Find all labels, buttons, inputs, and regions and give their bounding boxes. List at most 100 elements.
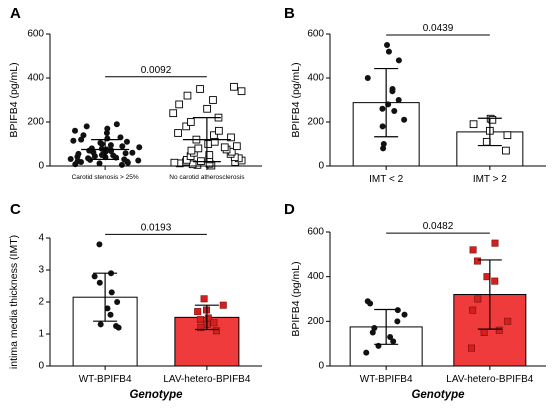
data-point [227,133,235,142]
data-point [209,96,217,104]
data-point [96,279,103,286]
y-tick-label: 4 [38,233,44,244]
data-point [70,137,77,144]
y-tick-label: 400 [307,73,324,84]
data-point [237,87,246,96]
category-label: LAV-hetero-BPIFB4 [446,374,534,385]
data-point [391,108,398,114]
data-point [495,326,503,334]
data-point [97,139,104,146]
data-point [117,134,124,141]
data-point [107,311,114,318]
data-point [72,127,79,134]
data-point [187,146,196,155]
data-point [91,273,98,280]
data-point [122,150,129,157]
panel-a: A BPIFB4 (pg/mL) 0 200 400 600 Carotid stenosi… [8,5,262,181]
data-point [67,155,74,162]
category-label: IMT < 2 [369,174,403,185]
data-point [80,132,87,139]
panel-letter: C [10,201,21,218]
y-tick-label: 200 [307,316,324,327]
y-tick-label: 600 [307,29,324,40]
data-point [183,91,192,100]
data-point [170,158,179,167]
data-point [114,299,121,305]
data-point [74,158,81,165]
data-point [364,75,371,81]
data-point [491,277,499,285]
data-point [135,157,142,164]
data-point [380,145,387,152]
data-point [401,116,408,123]
data-point [210,131,218,140]
category-label: WT-BPIFB4 [79,374,132,385]
panel-b: B BPIFB4 (pg/mL) 0 200 400 600 IMT < 2 IMT > 2 0… [284,5,546,185]
data-point [113,121,120,128]
y-tick-label: 600 [307,227,324,238]
p-value-label: 0.0439 [423,23,454,34]
data-point [367,300,374,307]
data-point [196,316,204,324]
x-axis-label: Genotype [411,389,465,401]
data-point [395,97,402,103]
data-point [136,144,143,151]
data-point [108,289,115,296]
data-point [474,295,482,303]
data-point [174,129,182,137]
data-point [488,115,497,124]
data-point [118,161,125,168]
data-point [186,118,195,126]
y-tick-label: 0 [38,161,44,172]
data-point [175,100,184,109]
y-tick-label: 2 [38,297,44,308]
data-point [182,122,191,131]
data-point [390,338,397,345]
data-point [85,155,92,162]
data-point [504,317,512,325]
data-point [469,246,477,254]
y-tick-label: 0 [38,361,44,372]
y-tick-label: 200 [27,117,44,128]
data-point [469,306,477,314]
data-point [379,105,386,112]
data-point [123,138,130,145]
data-point [502,146,510,155]
data-point [482,137,491,146]
data-point [210,319,218,327]
y-tick-label: 0 [318,161,324,172]
data-point [204,140,213,148]
data-point [401,311,408,318]
data-point [380,141,387,147]
x-axis-label: Genotype [129,389,183,401]
data-point [385,48,392,55]
data-point [369,329,376,336]
data-point [104,125,111,132]
data-point [491,239,499,247]
data-point [473,257,481,265]
data-point [83,123,90,130]
data-point [75,150,82,157]
data-point [395,57,402,64]
data-point [230,82,238,91]
data-point [363,349,370,356]
data-point [194,144,203,153]
panel-letter: A [10,5,21,22]
y-tick-label: 3 [38,265,44,276]
p-value-label: 0.0482 [423,221,454,232]
data-point [394,318,401,325]
category-label: No carotid atherosclerosis [169,174,245,181]
data-point [103,130,110,136]
data-point [219,301,227,309]
data-point [96,160,103,167]
data-point [387,333,394,340]
data-point [389,88,396,95]
data-point [205,151,214,159]
y-tick-label: 600 [27,29,44,40]
data-point [78,136,85,143]
data-point [467,344,475,352]
data-point [98,145,105,152]
category-label: LAV-hetero-BPIFB4 [163,374,251,385]
data-point [200,295,208,303]
data-point [215,126,223,135]
